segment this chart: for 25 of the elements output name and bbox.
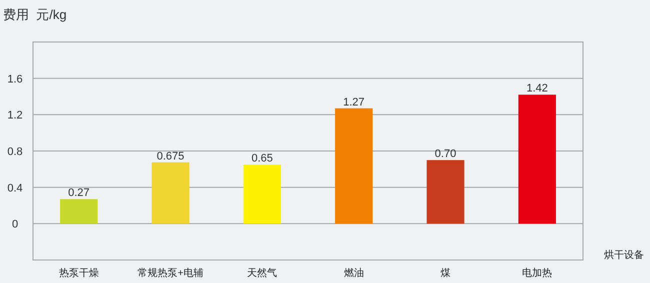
- data-label: 0.27: [68, 187, 90, 200]
- x-tick-label: 常规热泵+电辅: [138, 267, 204, 279]
- x-axis-title: 烘干设备: [604, 249, 644, 261]
- bar: [60, 199, 98, 224]
- y-tick-label: 1.2: [7, 110, 23, 122]
- x-tick-label: 电加热: [522, 267, 552, 279]
- y-axis-title: 费用 元/kg: [3, 7, 67, 22]
- y-tick-label: 0.8: [7, 146, 23, 158]
- y-tick-label: 0: [12, 218, 18, 231]
- bar: [335, 108, 373, 224]
- x-tick-label: 热泵干燥: [58, 267, 99, 279]
- bar: [152, 162, 190, 224]
- x-tick-label: 煤: [440, 267, 450, 279]
- data-label: 0.65: [251, 152, 273, 165]
- data-label: 1.27: [343, 96, 365, 108]
- data-label: 1.42: [526, 82, 548, 95]
- x-tick-label: 燃油: [344, 267, 364, 279]
- bar: [426, 160, 464, 224]
- y-tick-label: 1.6: [7, 73, 23, 86]
- data-label: 0.675: [156, 150, 184, 162]
- bar: [518, 94, 556, 224]
- data-label: 0.70: [434, 148, 456, 160]
- bar: [243, 164, 281, 224]
- y-tick-label: 0.4: [7, 182, 23, 194]
- x-tick-label: 天然气: [247, 267, 278, 279]
